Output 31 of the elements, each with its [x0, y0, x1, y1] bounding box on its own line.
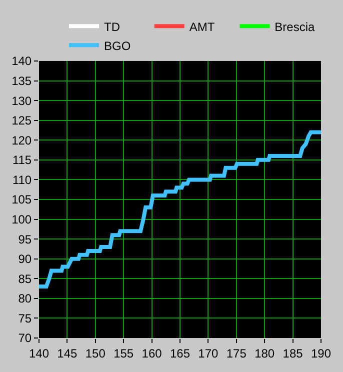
y-tick-label: 125 — [12, 114, 32, 128]
x-tick-label: 165 — [170, 346, 190, 360]
y-tick-label: 140 — [12, 54, 32, 68]
legend-label: BGO — [104, 38, 131, 53]
x-tick-label: 155 — [114, 346, 134, 360]
y-tick-label: 120 — [12, 133, 32, 148]
x-tick-label: 170 — [198, 346, 219, 360]
y-tick-label: 85 — [18, 272, 32, 286]
x-tick-label: 145 — [57, 346, 78, 360]
x-tick-label: 180 — [254, 346, 275, 360]
x-tick-label: 190 — [310, 346, 332, 360]
x-tick-label: 150 — [85, 346, 106, 360]
legend-label: AMT — [189, 20, 216, 34]
x-tick-label: 185 — [282, 346, 304, 360]
y-tick-label: 115 — [12, 153, 32, 168]
line-series — [39, 130, 321, 289]
y-tick-label: 110 — [12, 172, 32, 187]
legend-label: Brescia — [274, 20, 316, 34]
y-tick-label: 135 — [12, 74, 32, 88]
y-tick-label: 95 — [18, 232, 32, 246]
x-tick-label: 140 — [28, 346, 50, 360]
y-tick-label: 70 — [18, 331, 32, 346]
y-tick-label: 105 — [12, 192, 32, 207]
y-tick-label: 75 — [18, 311, 32, 326]
y-tick-label: 100 — [12, 212, 32, 226]
x-tick-label: 175 — [226, 346, 247, 360]
y-tick-label: 90 — [18, 252, 32, 266]
x-tick-label: 160 — [142, 346, 162, 360]
y-tick-label: 130 — [12, 94, 32, 108]
y-tick-label: 80 — [18, 292, 32, 306]
legend-label: TD — [104, 20, 120, 34]
